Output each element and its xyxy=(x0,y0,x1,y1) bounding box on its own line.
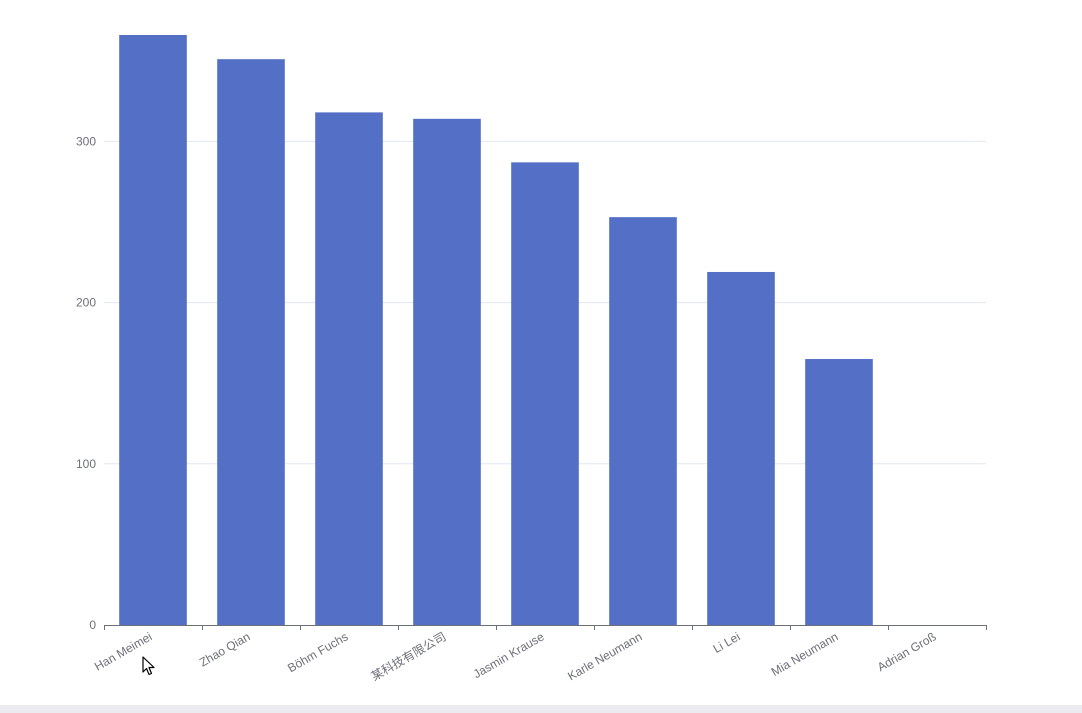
y-tick-label: 200 xyxy=(76,296,96,310)
bar-2[interactable] xyxy=(217,59,285,626)
x-tick-label: Böhm Fuchs xyxy=(285,629,350,675)
x-tick-label: Zhao Qian xyxy=(197,629,253,669)
bar-3[interactable] xyxy=(315,112,383,625)
bar-5[interactable] xyxy=(511,162,579,625)
bar-6[interactable] xyxy=(609,217,677,626)
x-tick-label: Jasmin Krause xyxy=(471,629,547,681)
y-tick-label: 100 xyxy=(76,457,96,471)
bar-1[interactable] xyxy=(119,35,187,625)
bar-8[interactable] xyxy=(805,359,873,625)
bar-7[interactable] xyxy=(707,271,775,625)
y-tick-label: 0 xyxy=(89,618,96,632)
bar-4[interactable] xyxy=(413,118,481,625)
bottom-scroll-strip xyxy=(0,705,1082,713)
mouse-pointer-icon xyxy=(142,656,155,676)
bars xyxy=(119,35,873,626)
axes xyxy=(104,625,987,630)
x-tick-label: 某科技有限公司 xyxy=(369,629,449,683)
x-tick-label: Mia Neumann xyxy=(769,629,841,678)
x-tick-label: Adrian Groß xyxy=(875,629,939,674)
y-tick-label: 300 xyxy=(76,134,96,148)
x-tick-label: Karle Neumann xyxy=(565,629,644,683)
x-tick-label: Li Lei xyxy=(711,629,743,655)
